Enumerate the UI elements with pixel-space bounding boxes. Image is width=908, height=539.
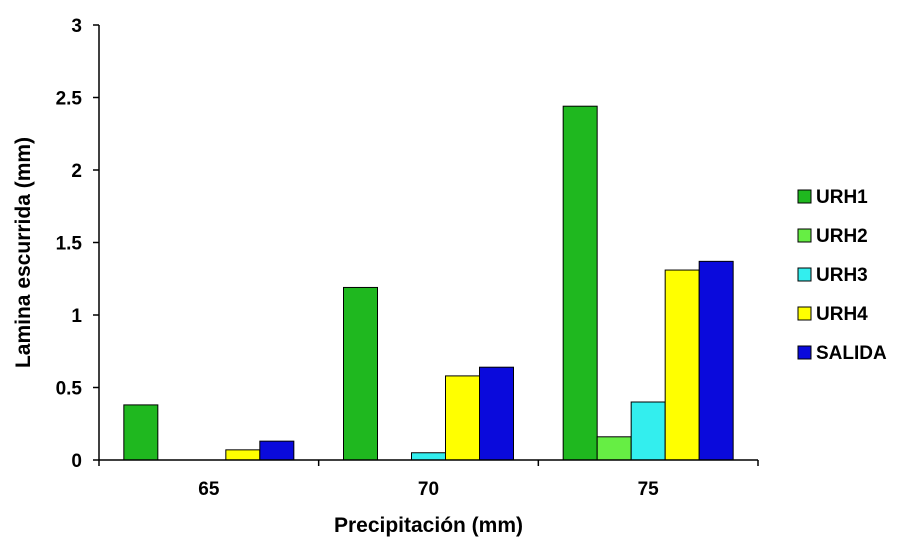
y-tick-label: 2: [71, 161, 82, 182]
y-tick-label: 0.5: [56, 379, 83, 400]
bar-urh3-70: [411, 452, 446, 461]
y-tick-label: 3: [71, 16, 82, 37]
x-tick-label: 70: [418, 479, 439, 500]
x-axis-title: Precipitación (mm): [334, 514, 523, 537]
x-tick-label: 75: [638, 479, 660, 500]
y-tick-label: 1: [71, 306, 82, 327]
legend-swatch-salida: [797, 345, 812, 360]
x-tick-label: 65: [198, 479, 220, 500]
bar-salida-75: [698, 260, 734, 461]
legend-swatch-urh3: [797, 267, 812, 282]
y-axis-title: Lamina escurrida (mm): [12, 137, 35, 368]
legend-label-urh2: URH2: [816, 226, 868, 247]
legend-label-urh4: URH4: [816, 304, 868, 325]
legend-swatch-urh2: [797, 228, 812, 243]
y-tick-label: 0: [71, 451, 82, 472]
legend-label-urh3: URH3: [816, 265, 868, 286]
legend: URH1 URH2 URH3 URH4 SALIDA: [797, 187, 887, 364]
legend-swatch-urh4: [797, 306, 812, 321]
bar-urh4-65: [225, 449, 261, 461]
legend-label-urh1: URH1: [816, 187, 868, 208]
y-tick-label: 2.5: [56, 89, 83, 110]
bar-urh4-75: [664, 269, 700, 461]
bar-urh2-75: [596, 436, 632, 461]
legend-swatch-urh1: [797, 189, 812, 204]
x-axis-ticks: 65 70 75: [98, 460, 759, 500]
bar-urh3-75: [630, 401, 666, 461]
legend-label-salida: SALIDA: [816, 343, 887, 364]
bar-salida-70: [479, 366, 514, 461]
bar-urh1-70: [343, 286, 378, 461]
bars: [123, 105, 734, 461]
bar-urh4-70: [445, 375, 480, 461]
y-tick-label: 1.5: [56, 234, 83, 255]
bar-urh1-65: [123, 404, 159, 461]
bar-urh1-75: [562, 105, 598, 461]
y-axis-ticks: 0 0.5 1 1.5 2 2.5 3: [56, 16, 99, 472]
bar-salida-65: [259, 440, 295, 461]
